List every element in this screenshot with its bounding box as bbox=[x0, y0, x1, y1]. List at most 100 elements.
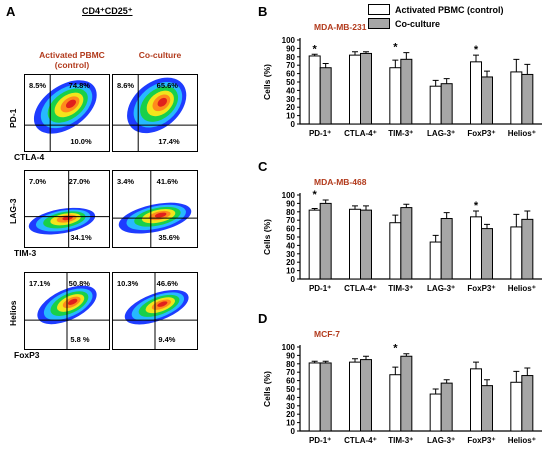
quadrant-q2-value: 41.6% bbox=[156, 177, 178, 186]
quadrant-q1-value: 3.4% bbox=[117, 177, 135, 186]
y-tick-label: 50 bbox=[286, 233, 295, 242]
flow-plot-1-0: 7.0% 27.0% 34.1% bbox=[24, 170, 110, 248]
bar-chart-B: B MDA-MB-231 Cells (%) 01020304050607080901… bbox=[258, 4, 542, 138]
density-contour-5 bbox=[67, 298, 78, 305]
bar-control bbox=[510, 226, 523, 280]
bar-coculture bbox=[319, 67, 332, 125]
error-bar bbox=[403, 353, 410, 357]
error-bar bbox=[392, 214, 399, 223]
flow-x-label-0: CTLA-4 bbox=[14, 152, 45, 162]
panel-a-title: CD4⁺CD25⁺ bbox=[82, 6, 133, 16]
x-tick-label: FoxP3⁺ bbox=[467, 129, 495, 138]
legend: Activated PBMC (control) Co-culture bbox=[368, 4, 504, 29]
y-tick-label: 0 bbox=[291, 120, 296, 129]
error-bar bbox=[513, 370, 520, 383]
y-tick-label: 100 bbox=[282, 191, 296, 200]
y-tick-label: 30 bbox=[286, 402, 295, 411]
bar-control bbox=[308, 362, 321, 432]
flow-x-label-2: FoxP3 bbox=[14, 350, 40, 360]
bar-control bbox=[349, 54, 361, 125]
chart-axes bbox=[299, 345, 542, 432]
quadrant-q4-value: 17.4% bbox=[158, 137, 180, 146]
significance-marker: * bbox=[313, 189, 318, 201]
significance-marker: * bbox=[393, 42, 398, 54]
y-tick-label: 80 bbox=[286, 360, 295, 369]
panel-letter: D bbox=[258, 311, 267, 326]
quadrant-q1-value: 8.5% bbox=[29, 81, 47, 90]
bar-coculture bbox=[440, 218, 453, 280]
y-tick-label: 80 bbox=[286, 208, 295, 217]
quadrant-q4-value: 35.6% bbox=[158, 233, 180, 242]
quadrant-q1-value: 7.0% bbox=[29, 177, 47, 186]
bar-control bbox=[389, 67, 402, 125]
y-tick-label: 90 bbox=[286, 199, 295, 208]
error-bar bbox=[513, 213, 520, 227]
density-contour-5 bbox=[157, 301, 168, 307]
error-bar bbox=[311, 53, 318, 56]
bar-control bbox=[470, 216, 482, 280]
y-tick-label: 10 bbox=[286, 267, 295, 276]
bar-control bbox=[429, 241, 442, 280]
panel-a-letter: A bbox=[6, 4, 16, 19]
error-bar bbox=[322, 63, 329, 68]
y-tick-label: 50 bbox=[286, 385, 295, 394]
legend-swatch-control bbox=[368, 4, 390, 15]
y-tick-label: 70 bbox=[286, 368, 295, 377]
quadrant-q1-value: 10.3% bbox=[117, 279, 139, 288]
bar-coculture bbox=[319, 202, 332, 280]
significance-marker: * bbox=[474, 44, 479, 56]
y-tick-label: 10 bbox=[286, 112, 295, 121]
y-axis-label: Cells (%) bbox=[262, 371, 272, 407]
error-bar bbox=[443, 78, 450, 84]
error-bar bbox=[311, 207, 318, 211]
flow-x-label-1: TIM-3 bbox=[14, 248, 37, 258]
y-tick-label: 90 bbox=[286, 44, 295, 53]
x-tick-label: Helios⁺ bbox=[508, 129, 536, 138]
y-tick-label: 60 bbox=[286, 377, 295, 386]
error-bar bbox=[524, 63, 531, 75]
x-tick-label: FoxP3⁺ bbox=[467, 436, 495, 445]
x-tick-label: TIM-3⁺ bbox=[388, 129, 413, 138]
x-tick-label: CTLA-4⁺ bbox=[344, 436, 377, 445]
bar-control bbox=[349, 208, 361, 280]
error-bar bbox=[524, 367, 531, 376]
panel-letter: B bbox=[258, 4, 267, 19]
bar-control bbox=[470, 368, 482, 432]
quadrant-q4-value: 5.8 % bbox=[70, 335, 90, 344]
quadrant-q2-value: 50.8% bbox=[68, 279, 90, 288]
bar-control bbox=[510, 71, 523, 125]
flow-y-label-1: LAG-3 bbox=[8, 198, 18, 225]
error-bar bbox=[392, 366, 399, 375]
error-bar bbox=[363, 205, 369, 211]
legend-item-coculture: Co-culture bbox=[368, 18, 504, 29]
bar-coculture bbox=[440, 382, 453, 432]
error-bar bbox=[432, 234, 439, 243]
bar-control bbox=[429, 393, 442, 432]
chart-title: MDA-MB-468 bbox=[314, 177, 367, 187]
significance-marker: * bbox=[474, 200, 479, 212]
bar-control bbox=[389, 222, 402, 280]
error-bar bbox=[524, 210, 531, 220]
bar-chart-C: C MDA-MB-468 Cells (%) 01020304050607080901… bbox=[258, 159, 542, 293]
bar-coculture bbox=[521, 73, 534, 125]
error-bar bbox=[443, 212, 450, 219]
error-bar bbox=[432, 388, 439, 395]
column-title-control: Activated PBMC (control) bbox=[39, 50, 105, 70]
x-tick-label: Helios⁺ bbox=[508, 436, 536, 445]
x-tick-label: CTLA-4⁺ bbox=[344, 129, 377, 138]
error-bar bbox=[473, 361, 479, 369]
error-bar bbox=[352, 51, 358, 56]
significance-marker: * bbox=[313, 43, 318, 55]
bar-coculture bbox=[440, 83, 453, 125]
legend-swatch-coculture bbox=[368, 18, 390, 29]
error-bar bbox=[352, 358, 358, 363]
flow-plot-0-0: 8.5% 74.8% 10.0% bbox=[24, 74, 110, 152]
error-bar bbox=[403, 203, 410, 208]
bar-control bbox=[308, 209, 321, 280]
density-contour-5 bbox=[157, 97, 168, 107]
flow-plot-1-1: 3.4% 41.6% 35.6% bbox=[112, 170, 198, 248]
error-bar bbox=[392, 59, 399, 68]
bar-control bbox=[349, 361, 361, 432]
y-tick-label: 100 bbox=[282, 36, 296, 45]
y-tick-label: 50 bbox=[286, 78, 295, 87]
